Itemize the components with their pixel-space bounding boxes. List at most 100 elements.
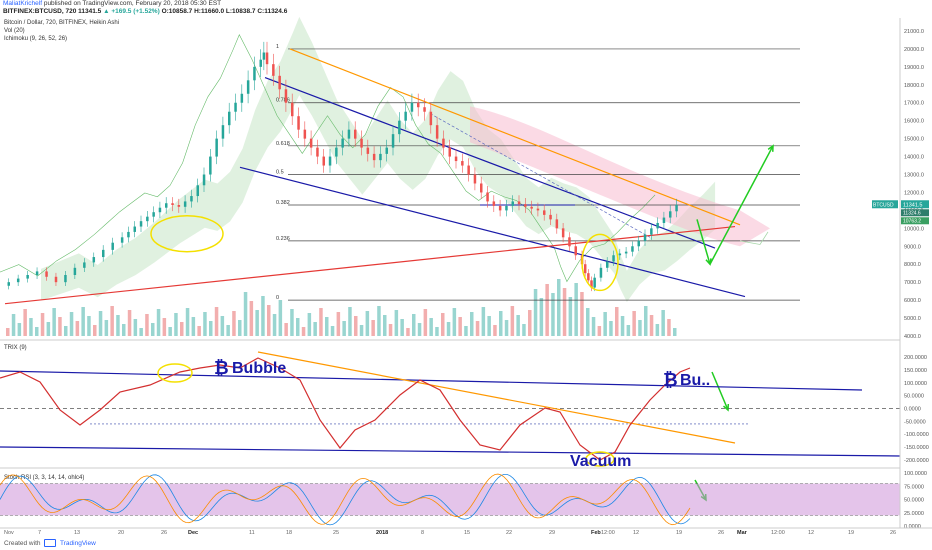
- volume-bar: [197, 326, 201, 336]
- candle-body: [593, 277, 596, 288]
- volume-bar: [435, 327, 439, 336]
- stoch-pane: Stoch RSI (3, 3, 14, 14, ohlc4) 100.0000…: [0, 471, 927, 530]
- volume-bar: [365, 311, 370, 336]
- volume-bar: [626, 325, 631, 336]
- volume-bar: [475, 321, 480, 336]
- candle-body: [669, 211, 672, 218]
- annotation-bu: Bu..: [680, 372, 710, 389]
- candle-body: [511, 201, 514, 206]
- volume-bar: [313, 322, 317, 336]
- candle-body: [549, 214, 552, 220]
- volume-bar: [504, 320, 509, 336]
- candle-body: [618, 253, 622, 256]
- volume-bar: [615, 307, 619, 336]
- volume-bar: [609, 321, 613, 336]
- volume-bar: [122, 324, 126, 336]
- trix-trendline-orange: [257, 351, 736, 444]
- time-axis[interactable]: Nov 7 13 20 26 Dec 11 18 25 2018 8 15 22 29 Feb 12:00 12…: [4, 530, 896, 536]
- volume-bar: [23, 309, 27, 336]
- last-price-label: 11341.5: [903, 202, 922, 208]
- author-link[interactable]: MaliatKrichelf: [3, 0, 43, 7]
- price-tick-label: 13000.0: [904, 173, 924, 179]
- candle-body: [278, 75, 281, 90]
- trix-tick-label: 200.0000: [904, 355, 927, 361]
- volume-bar: [296, 318, 300, 336]
- price-tick-label: 8000.0: [904, 262, 921, 268]
- footer-brand[interactable]: TradingView: [60, 540, 96, 547]
- stoch-band: [0, 483, 900, 516]
- candle-body: [234, 102, 237, 112]
- volume-bar: [603, 312, 607, 336]
- volume-bar: [127, 310, 132, 336]
- fib-level-label: 0.236: [276, 236, 290, 242]
- volume-bar: [342, 321, 346, 336]
- candle-body: [561, 228, 565, 238]
- time-tick-label: 18: [286, 530, 292, 536]
- candle-body: [643, 234, 647, 241]
- volume-bar: [46, 322, 51, 336]
- trix-tick-label: -100.0000: [904, 432, 929, 438]
- candle-body: [631, 246, 634, 252]
- volume-bar: [162, 318, 167, 336]
- time-tick-label: Feb: [591, 530, 601, 536]
- time-tick-label: 20: [118, 530, 124, 536]
- time-tick-label: Mar: [737, 530, 748, 536]
- volume-bar: [661, 310, 665, 336]
- volume-bar: [533, 289, 538, 336]
- fib-level-label: 0.382: [276, 200, 290, 206]
- volume-bar: [116, 315, 120, 336]
- time-tick-label: 25: [333, 530, 339, 536]
- volume-bar: [441, 313, 445, 336]
- legend-trix: TRIX (9): [4, 345, 27, 351]
- fib-level-label: 0.5: [276, 170, 284, 176]
- candle-body: [398, 120, 401, 135]
- symbol-text: BITFINEX:BTCUSD, 720: [3, 8, 77, 15]
- price-tick-label: 5000.0: [904, 316, 921, 322]
- time-tick-label: Nov: [4, 530, 14, 536]
- volume-bar: [209, 321, 213, 336]
- volume-bar: [87, 316, 91, 336]
- sub-price-bg: [901, 209, 929, 217]
- candle-body: [385, 147, 388, 154]
- chart-header: MaliatKrichelf published on TradingView.…: [0, 0, 932, 16]
- candle-body: [259, 59, 262, 67]
- candle-body: [221, 125, 225, 139]
- volume-bar: [278, 300, 283, 336]
- fib-level-label: 0: [276, 295, 279, 301]
- volume-bar: [93, 325, 97, 336]
- candle-body: [404, 111, 407, 121]
- arrow-up-icon-head: [767, 144, 774, 152]
- candle-body: [662, 217, 666, 223]
- fib-retracement: 1 0.786 0.618 0.5 0.382 0.236 0: [276, 44, 800, 301]
- trendline-blue-lower: [239, 166, 746, 298]
- volume-bar: [226, 325, 230, 336]
- candle-body: [246, 80, 250, 94]
- price-candles: [7, 41, 678, 292]
- candle-body: [442, 138, 445, 148]
- candle-body: [448, 147, 451, 157]
- volume-bar: [330, 326, 335, 336]
- volume-bar: [284, 323, 288, 336]
- candle-body: [253, 66, 256, 81]
- volume-bar: [620, 316, 625, 336]
- arrow-down-icon: [711, 371, 729, 411]
- price-axis[interactable]: 21000.0 20000.0 19000.0 18000.0 17000.0 16000…: [872, 29, 929, 340]
- drawings: [150, 144, 774, 502]
- volume-bar: [29, 318, 33, 336]
- volume-bar: [336, 312, 341, 336]
- ohlc-text: O:10858.7 H:11660.0 L:10838.7 C:11324.6: [161, 8, 288, 15]
- candle-body: [391, 134, 395, 148]
- arrow-up-icon: [709, 145, 774, 265]
- volume-bar: [516, 315, 520, 336]
- candle-body: [624, 251, 628, 254]
- fib-level-label: 1: [276, 44, 279, 50]
- volume-bar: [348, 307, 352, 336]
- volume-bar: [673, 328, 677, 336]
- volume-bar: [17, 323, 22, 336]
- volume-bar: [267, 305, 271, 336]
- candle-body: [366, 147, 370, 154]
- price-tick-label: 20000.0: [904, 47, 924, 53]
- volume-bar: [562, 288, 567, 336]
- volume-bar: [446, 322, 451, 336]
